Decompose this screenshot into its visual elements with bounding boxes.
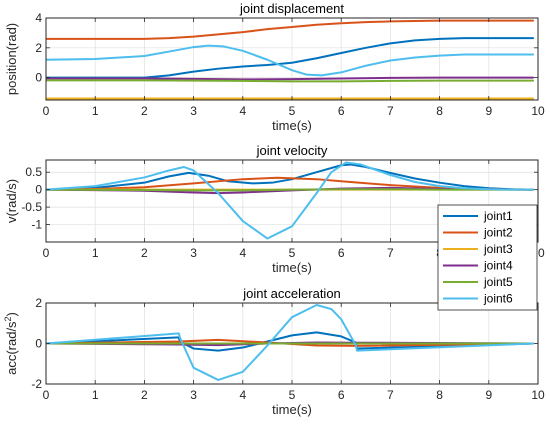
series-line-joint6 — [46, 161, 535, 240]
x-tick-label: 8 — [436, 388, 443, 402]
series-line-joint4 — [46, 76, 535, 81]
chart-title: joint displacement — [239, 1, 344, 16]
legend-label-joint5: joint5 — [483, 275, 513, 289]
y-tick-label: 0 — [35, 71, 42, 85]
x-tick-label: 7 — [387, 104, 394, 118]
x-tick-label: 9 — [485, 104, 492, 118]
x-tick-label: 10 — [531, 388, 545, 402]
x-tick-label: 1 — [92, 104, 99, 118]
series-group — [46, 161, 535, 240]
x-tick-label: 8 — [436, 104, 443, 118]
x-tick-label: 3 — [190, 246, 197, 260]
x-tick-label: 3 — [190, 104, 197, 118]
legend-box — [437, 204, 538, 311]
x-tick-label: 0 — [43, 104, 50, 118]
series-line-joint2 — [46, 19, 535, 40]
x-tick-label: 4 — [239, 388, 246, 402]
series-line-joint4 — [46, 186, 535, 195]
x-tick-label: 5 — [289, 388, 296, 402]
x-tick-label: 0 — [43, 246, 50, 260]
y-axis-label: v(rad/s) — [4, 179, 19, 223]
x-tick-label: 4 — [239, 246, 246, 260]
legend-label-joint4: joint4 — [483, 259, 513, 273]
x-tick-label: 1 — [92, 388, 99, 402]
x-tick-label: 5 — [289, 104, 296, 118]
x-tick-label: 9 — [485, 388, 492, 402]
x-tick-label: 2 — [141, 246, 148, 260]
chart-title: joint acceleration — [242, 286, 341, 301]
x-tick-label: 3 — [190, 388, 197, 402]
x-tick-label: 7 — [387, 246, 394, 260]
series-group — [46, 19, 535, 100]
x-tick-label: 4 — [239, 104, 246, 118]
series-line-joint1 — [46, 163, 535, 191]
legend-label-joint3: joint3 — [483, 242, 513, 256]
y-tick-label: 2 — [35, 296, 42, 310]
legend: joint1 joint2 joint3 joint4 joint5 joint6 — [437, 204, 538, 311]
x-tick-label: 0 — [43, 388, 50, 402]
x-tick-label: 10 — [531, 104, 545, 118]
x-tick-label: 6 — [338, 388, 345, 402]
series-line-joint5 — [46, 79, 535, 83]
y-tick-label: -0.5 — [21, 200, 42, 214]
x-tick-label: 7 — [387, 388, 394, 402]
y-tick-label: -2 — [31, 377, 42, 391]
x-tick-label: 5 — [289, 246, 296, 260]
legend-label-joint6: joint6 — [483, 292, 513, 306]
y-tick-label: 0 — [35, 183, 42, 197]
x-tick-label: 2 — [141, 388, 148, 402]
y-tick-label: 4 — [35, 11, 42, 25]
legend-label-joint2: joint2 — [483, 226, 513, 240]
series-line-joint1 — [46, 37, 535, 79]
x-axis-label: time(s) — [272, 118, 312, 133]
series-group — [46, 304, 535, 381]
x-tick-label: 6 — [338, 246, 345, 260]
y-tick-label: -1 — [31, 218, 42, 232]
subplot-1: 0 1 2 3 4 5 6 7 8 9 10 0 2 4 joint displacement time(s)… — [4, 1, 545, 133]
chart-title: joint velocity — [256, 143, 328, 158]
x-tick-label: 2 — [141, 104, 148, 118]
x-tick-label: 6 — [338, 104, 345, 118]
y-tick-label: 2 — [35, 41, 42, 55]
legend-label-joint1: joint1 — [483, 209, 513, 223]
y-axis-label: position(rad) — [4, 23, 19, 95]
series-line-joint6 — [46, 44, 535, 77]
y-axis-label: acc(rad/s2) — [3, 312, 19, 375]
series-line-joint6 — [46, 304, 535, 381]
x-axis-label: time(s) — [272, 402, 312, 417]
y-tick-label: 0.5 — [25, 165, 42, 179]
x-tick-label: 1 — [92, 246, 99, 260]
series-line-joint5 — [46, 188, 535, 192]
y-tick-label: 0 — [35, 337, 42, 351]
x-axis-label: time(s) — [272, 260, 312, 275]
